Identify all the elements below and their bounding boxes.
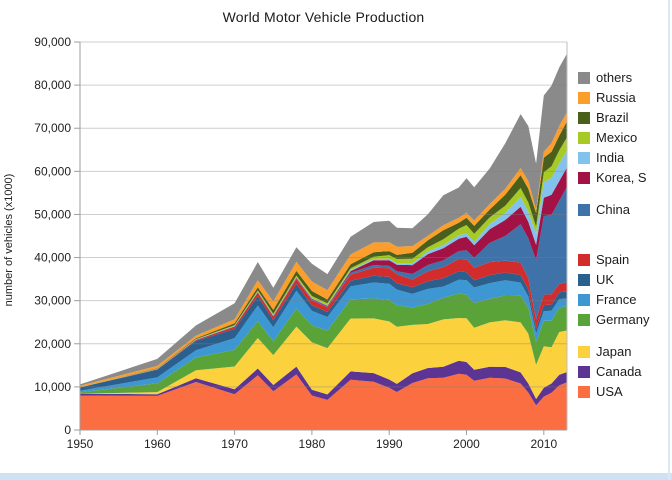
legend-item-china: China (578, 200, 649, 220)
legend-swatch-india (578, 152, 590, 164)
x-tick-label: 1980 (299, 437, 326, 451)
area-uk (80, 271, 567, 391)
page-bottom-edge (0, 473, 672, 480)
legend-label: Germany (596, 312, 650, 327)
legend-item-uk: UK (578, 270, 649, 290)
legend-swatch-germany (578, 314, 590, 326)
legend-item-others: others (578, 68, 649, 88)
area-canada (80, 360, 567, 406)
area-spain (80, 259, 567, 388)
x-tick-label: 2010 (530, 437, 557, 451)
area-japan (80, 318, 567, 399)
legend-label: Spain (596, 252, 630, 267)
legend-label: France (596, 292, 637, 307)
legend-label: Japan (596, 344, 632, 359)
legend-label: Russia (596, 90, 636, 105)
legend-swatch-others (578, 72, 590, 84)
chart-title: World Motor Vehicle Production (222, 9, 425, 25)
legend-swatch-canada (578, 366, 590, 378)
legend-label: India (596, 150, 625, 165)
legend-label: China (596, 202, 630, 217)
legend-swatch-france (578, 294, 590, 306)
legend-item-india: India (578, 148, 649, 168)
legend-item-russia: Russia (578, 88, 649, 108)
legend-label: Mexico (596, 130, 638, 145)
y-tick-label: 40,000 (34, 251, 71, 265)
page-right-edge (668, 0, 670, 480)
legend-item-mexico: Mexico (578, 128, 649, 148)
legend-label: Korea, S (596, 170, 647, 185)
legend-swatch-russia (578, 92, 590, 104)
legend-item-spain: Spain (578, 250, 649, 270)
x-tick-label: 1990 (376, 437, 403, 451)
legend-item-canada: Canada (578, 362, 649, 382)
area-germany (80, 293, 567, 394)
legend-label: USA (596, 384, 623, 399)
legend-item-usa: USA (578, 382, 649, 402)
legend-label: UK (596, 272, 615, 287)
legend-swatch-mexico (578, 132, 590, 144)
legend-swatch-uk (578, 274, 590, 286)
legend-swatch-brazil (578, 112, 590, 124)
y-tick-label: 10,000 (34, 380, 71, 394)
area-usa (80, 373, 567, 430)
x-tick-label: 1970 (221, 437, 248, 451)
y-axis-title: number of vehicles (x1000) (3, 173, 15, 307)
y-tick-label: 20,000 (34, 337, 71, 351)
y-tick-label: 50,000 (34, 207, 71, 221)
y-tick-label: 30,000 (34, 294, 71, 308)
legend-group: Spain UK France Germany (578, 250, 649, 330)
legend-item-france: France (578, 290, 649, 310)
legend-label: Canada (596, 364, 642, 379)
legend-item-germany: Germany (578, 310, 649, 330)
legend: others Russia Brazil Mexico India Korea, S Chi… (578, 68, 649, 402)
y-tick-label: 70,000 (34, 121, 71, 135)
legend-swatch-spain (578, 254, 590, 266)
legend-swatch-japan (578, 346, 590, 358)
legend-swatch-usa (578, 386, 590, 398)
legend-swatch-china (578, 204, 590, 216)
y-tick-label: 60,000 (34, 164, 71, 178)
area-france (80, 279, 567, 393)
y-tick-label: 90,000 (34, 35, 71, 49)
legend-item-japan: Japan (578, 342, 649, 362)
legend-swatch-korea-s (578, 172, 590, 184)
legend-group: Japan Canada USA (578, 342, 649, 402)
legend-item-korea-s: Korea, S (578, 168, 649, 188)
x-tick-label: 1960 (144, 437, 171, 451)
legend-label: Brazil (596, 110, 629, 125)
legend-label: others (596, 70, 633, 85)
legend-group: others Russia Brazil Mexico India Korea, S (578, 68, 649, 188)
x-tick-label: 1950 (67, 437, 94, 451)
y-tick-label: 80,000 (34, 78, 71, 92)
y-tick-label: 0 (64, 423, 71, 437)
legend-group: China (578, 200, 649, 220)
legend-item-brazil: Brazil (578, 108, 649, 128)
x-tick-label: 2000 (453, 437, 480, 451)
